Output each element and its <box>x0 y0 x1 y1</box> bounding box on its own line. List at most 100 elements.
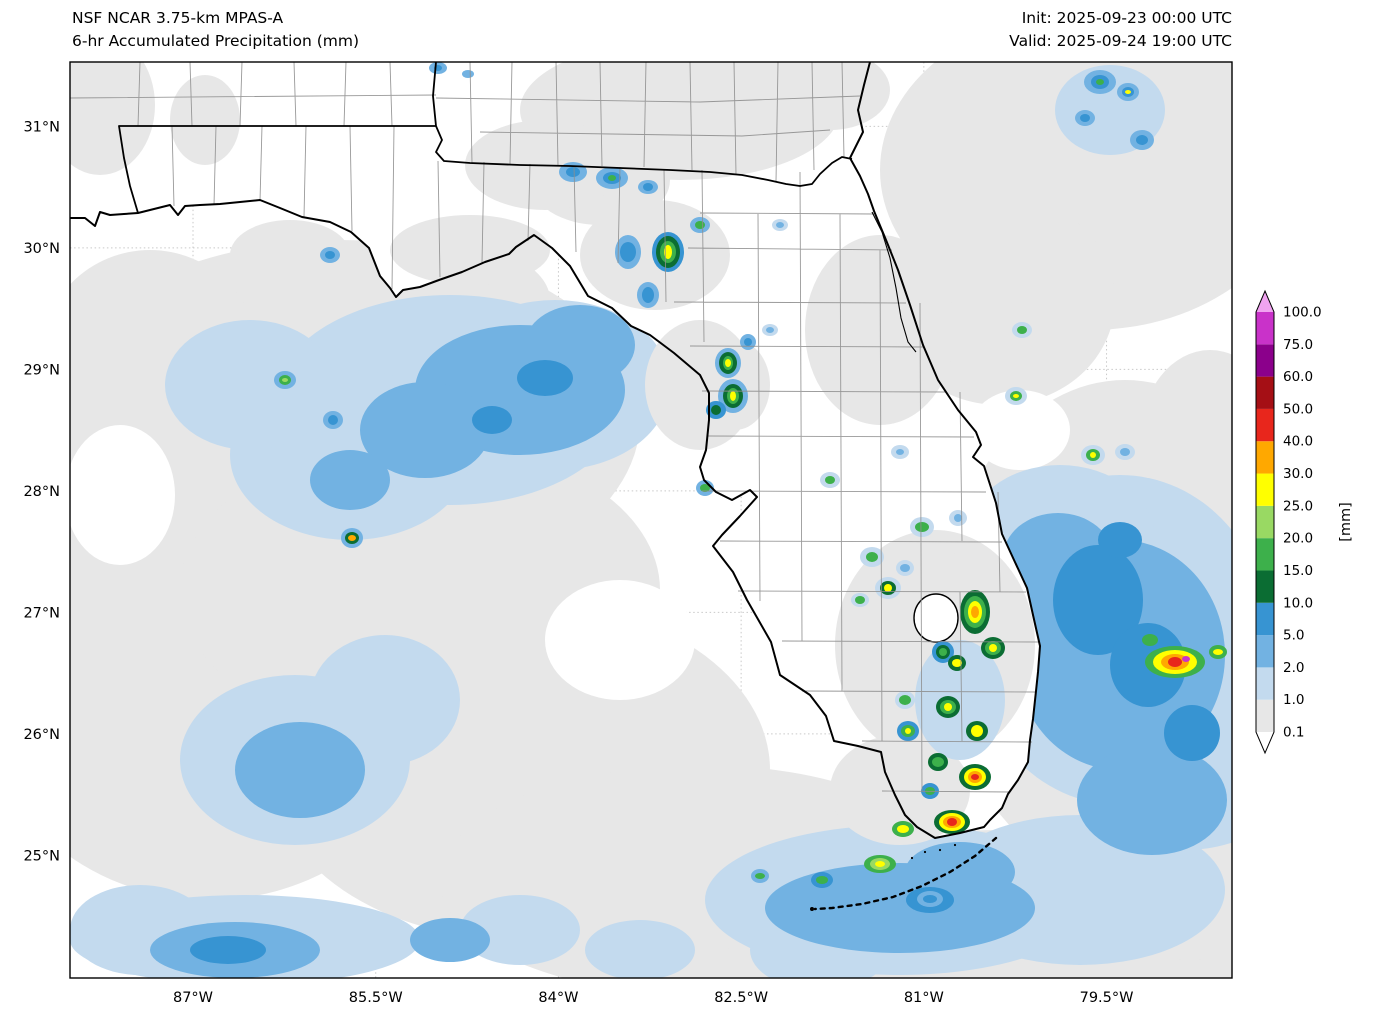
lon-tick-label: 85.5°W <box>349 990 403 1006</box>
coastline <box>70 62 1041 839</box>
precip-region <box>170 75 240 165</box>
state-borders <box>118 62 853 214</box>
colorbar-band <box>1256 505 1274 539</box>
convective-cell <box>642 287 654 303</box>
colorbar-band <box>1256 344 1274 377</box>
colorbar-tick-label: 25.0 <box>1283 498 1313 514</box>
precip-region <box>1164 705 1220 761</box>
lat-tick-label: 30°N <box>23 241 60 257</box>
precip-region <box>1053 545 1143 655</box>
precip-region <box>585 920 695 978</box>
convective-cell <box>755 873 765 879</box>
convective-cell <box>1080 114 1090 122</box>
convective-cell <box>643 183 653 191</box>
convective-cell <box>947 818 957 826</box>
precip-region <box>472 406 512 434</box>
lat-tick-label: 31°N <box>23 119 60 135</box>
precip-region <box>310 635 460 765</box>
colorbar-tick-label: 75.0 <box>1283 337 1313 353</box>
convective-cell <box>971 606 979 618</box>
convective-cell <box>766 327 774 333</box>
colorbar-tick-label: 2.0 <box>1283 660 1304 676</box>
precip-region <box>970 390 1070 470</box>
convective-cell <box>915 522 929 532</box>
colorbar: 0.1 1.0 2.0 5.0 10.0 15.0 20.0 25.0 30.0 40.0 50.0… <box>1255 289 1354 755</box>
convective-cell <box>776 222 784 228</box>
lon-tick-label: 81°W <box>904 990 944 1006</box>
colorbar-tick-label: 15.0 <box>1283 563 1313 579</box>
convective-cell <box>620 242 636 262</box>
florida-bay-islets <box>810 843 957 911</box>
colorbar-tick-label: 60.0 <box>1283 369 1313 385</box>
precip-region <box>190 936 266 964</box>
colorbar-outline <box>1255 289 1275 755</box>
convective-cell <box>896 449 904 455</box>
colorbar-tick-label: 100.0 <box>1283 305 1322 321</box>
colorbar-band <box>1256 635 1274 668</box>
convective-cell <box>952 659 962 667</box>
convective-cell <box>884 584 892 592</box>
convective-cell <box>899 695 911 705</box>
convective-cell <box>1090 452 1096 458</box>
colorbar-band <box>1256 699 1274 733</box>
county-boundaries-north <box>70 62 861 183</box>
lat-tick-label: 25°N <box>23 848 60 864</box>
precip-region <box>230 220 350 290</box>
colorbar-under-arrow <box>1256 732 1274 753</box>
convective-cell <box>1096 79 1104 85</box>
colorbar-band <box>1256 667 1274 700</box>
lon-tick-label: 87°W <box>173 990 213 1006</box>
axis-labels: 87°W 85.5°W 84°W 82.5°W 81°W 79.5°W 31°N 30°N 29… <box>23 119 1133 1006</box>
colorbar-band <box>1256 312 1274 345</box>
convective-cell <box>1168 657 1182 667</box>
colorbar-tick-label: 20.0 <box>1283 531 1313 547</box>
precip-region <box>1077 745 1227 855</box>
convective-cell <box>939 648 947 656</box>
convective-cell <box>608 175 616 181</box>
convective-cell <box>1013 394 1019 398</box>
precip-region <box>390 215 550 285</box>
precip-region <box>360 382 490 478</box>
precip-region <box>1098 522 1142 558</box>
convective-cell <box>744 338 752 346</box>
convective-cell <box>282 378 288 382</box>
colorbar-band <box>1256 570 1274 603</box>
convective-cell <box>825 476 835 484</box>
init-time-label: Init: 2025-09-23 00:00 UTC <box>1022 9 1232 27</box>
plot-frame <box>69 61 1233 979</box>
convective-cell <box>932 757 944 767</box>
convective-cell <box>664 245 672 259</box>
land-mask <box>70 62 1040 838</box>
convective-cell <box>971 725 983 737</box>
lat-tick-label: 26°N <box>23 727 60 743</box>
convective-cell <box>989 644 997 652</box>
convective-cell <box>923 895 937 903</box>
precip-region <box>410 918 490 962</box>
colorbar-tick-label: 30.0 <box>1283 466 1313 482</box>
convective-cell <box>1142 634 1158 646</box>
convective-cell <box>954 514 962 522</box>
convective-cell <box>700 484 710 492</box>
convective-cell <box>971 774 979 780</box>
convective-cell <box>462 70 474 78</box>
convective-cell <box>325 251 335 259</box>
convective-cell <box>897 825 909 833</box>
valid-time-label: Valid: 2025-09-24 19:00 UTC <box>1009 32 1232 50</box>
lake-okeechobee <box>913 593 959 643</box>
convective-cell <box>328 415 338 425</box>
lat-tick-label: 29°N <box>23 362 60 378</box>
convective-cell <box>855 596 865 604</box>
precip-region <box>770 62 890 130</box>
convective-cell <box>566 167 580 177</box>
precip-region <box>70 425 175 565</box>
colorbar-tick-label: 40.0 <box>1283 434 1313 450</box>
precip-region <box>460 895 580 965</box>
colorbar-band <box>1256 441 1274 474</box>
precip-region <box>235 722 365 818</box>
precip-region <box>70 62 155 175</box>
lat-tick-label: 28°N <box>23 484 60 500</box>
colorbar-tick-label: 5.0 <box>1283 628 1304 644</box>
convective-cell <box>1213 649 1223 655</box>
